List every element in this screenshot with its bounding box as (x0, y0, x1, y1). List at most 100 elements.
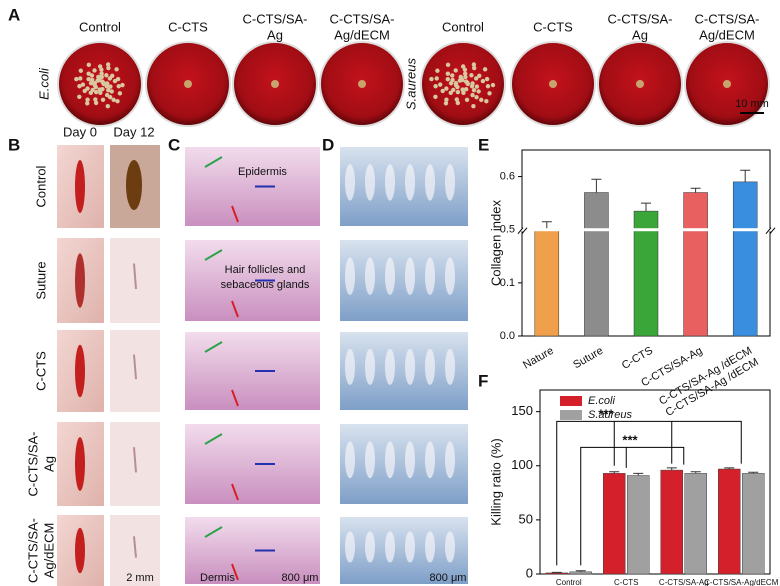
dish-label: Ag (267, 27, 283, 42)
row-label-group: C-CTS (33, 351, 48, 391)
row-label: C-CTS/SA- (25, 432, 40, 497)
error-bar (724, 467, 735, 470)
x-tick-label: Nature (521, 345, 556, 372)
row-label: C-CTS (33, 351, 48, 391)
colony (445, 76, 451, 82)
colony (86, 76, 91, 82)
tissue-structure (445, 257, 455, 295)
colony (460, 64, 466, 69)
scar (133, 447, 137, 473)
dish-label: C-CTS/SA- (330, 11, 395, 26)
arrow-red (231, 483, 239, 501)
colony (482, 67, 488, 72)
he-section (185, 424, 320, 504)
tissue-structure (365, 348, 375, 385)
x-tick-label: C-CTS (614, 578, 638, 586)
colony (445, 62, 451, 68)
x-label-group: Suture (571, 345, 605, 372)
colony (470, 92, 475, 98)
y-tick-label: 100 (511, 457, 533, 472)
tissue-structure (425, 164, 435, 201)
colony (433, 84, 438, 89)
y-tick-label: 150 (511, 403, 533, 418)
row-label-group: Control (33, 165, 48, 207)
row-label-group: C-CTS/SA- Ag/dECM (25, 518, 56, 583)
y-axis-label: Killing ratio (%) (488, 438, 503, 525)
colony (112, 78, 118, 84)
legend-label: S.aureus (588, 409, 633, 421)
tissue-structure (365, 257, 375, 295)
colony (106, 65, 111, 71)
colony (88, 81, 94, 86)
scar (133, 536, 137, 558)
colony (109, 89, 114, 94)
scale-bar-label: 10 mm (735, 98, 769, 110)
axis-break (516, 228, 776, 232)
panel-label: E (478, 135, 489, 154)
colony (115, 99, 120, 104)
bar (627, 475, 650, 575)
inoculum (271, 80, 279, 88)
colony (100, 86, 105, 92)
colony (77, 84, 82, 89)
row-label: Ag (41, 456, 56, 472)
colony (433, 94, 438, 99)
x-tick-label: C-CTS/SA-Ag (659, 578, 709, 586)
x-tick-label: Suture (571, 345, 605, 372)
colony (487, 91, 492, 96)
inoculum (636, 80, 644, 88)
tissue-structure (385, 441, 395, 479)
error-bar (690, 187, 701, 193)
tissue-structure (425, 348, 435, 385)
y-axis-label: Collagen index (488, 200, 503, 287)
bar (732, 181, 758, 337)
colony (114, 67, 119, 72)
colony (444, 86, 449, 91)
colony (107, 94, 113, 100)
wound (75, 437, 85, 491)
arrow-red (231, 563, 239, 581)
colony (93, 84, 99, 90)
error-bar (641, 202, 651, 212)
colony (85, 97, 90, 102)
colony (100, 79, 105, 84)
colony (464, 97, 470, 102)
colony (444, 97, 449, 102)
arrow-red (231, 300, 239, 318)
wound (75, 344, 85, 398)
colony (435, 68, 440, 73)
colony (105, 103, 111, 109)
y-tick-label: 0.1 (500, 277, 515, 289)
colony (470, 81, 475, 86)
tissue-structure (445, 164, 455, 201)
bar (683, 192, 708, 337)
colony (473, 76, 479, 81)
bar (633, 210, 659, 337)
bar (742, 473, 765, 575)
colony (450, 73, 455, 78)
tissue-structure (445, 441, 455, 479)
dish-label: C-CTS (168, 19, 208, 34)
colony (438, 82, 443, 87)
scale-bar-label: 2 mm (126, 572, 154, 584)
tissue-structure (345, 348, 355, 385)
arrow-green (204, 526, 223, 538)
colony (434, 76, 439, 81)
tissue-structure (385, 531, 395, 563)
annotation-dermis: Dermis (200, 572, 235, 584)
dish-label: C-CTS (533, 19, 573, 34)
colony (463, 74, 468, 80)
bar (534, 229, 560, 337)
break-mark (517, 227, 528, 235)
arrow-green (204, 433, 223, 445)
dish-label: Control (442, 19, 484, 34)
colony (474, 84, 480, 89)
bar (545, 572, 568, 575)
tissue-structure (385, 164, 395, 201)
colony (480, 78, 486, 84)
colony (104, 73, 109, 78)
tissue-structure (365, 531, 375, 563)
error-bar (609, 471, 620, 474)
plot-frame (539, 389, 771, 575)
